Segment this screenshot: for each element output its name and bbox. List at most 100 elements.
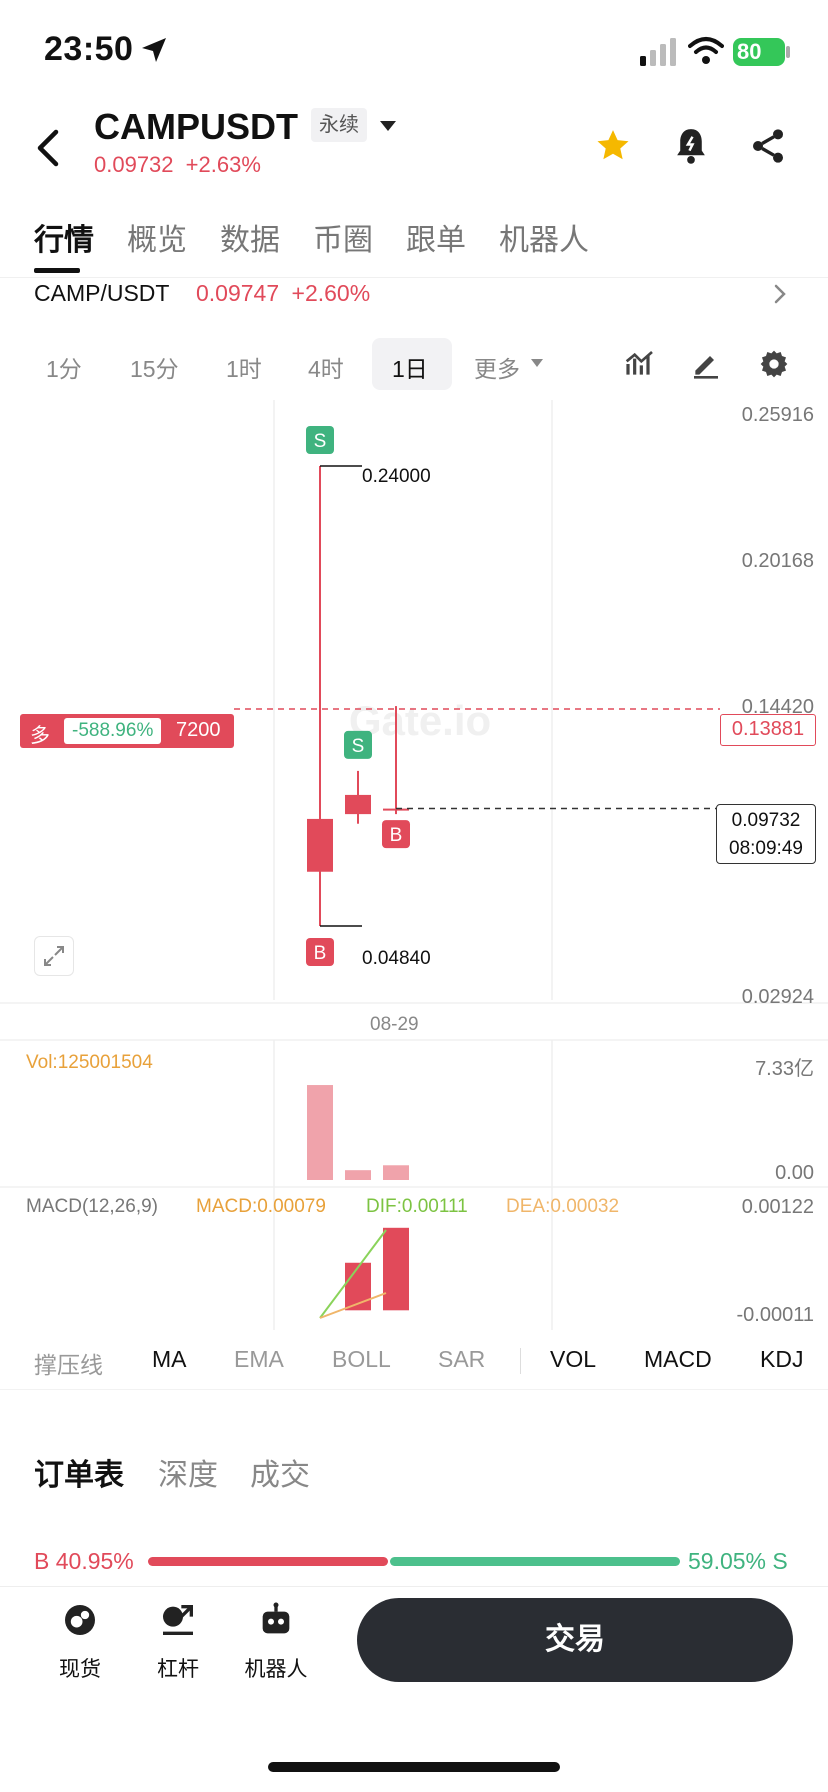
interval-more[interactable]: 更多 [474, 356, 520, 382]
chevron-down-icon[interactable] [378, 118, 398, 134]
kline-chart[interactable]: Gate.io S S B B [0, 400, 828, 1330]
current-price-box [716, 804, 816, 864]
spot-icon [65, 1605, 95, 1635]
indicator-boll[interactable]: BOLL [332, 1346, 391, 1372]
trade-button[interactable]: 交易 [357, 1598, 793, 1682]
tab-depth[interactable]: 深度 [158, 1459, 218, 1492]
settings-gear-icon[interactable] [758, 348, 790, 380]
active-tab-indicator [34, 268, 80, 273]
indicator-support[interactable]: 撑压线 [34, 1352, 103, 1378]
pair-price: 0.09747 +2.60% [196, 280, 370, 307]
battery-level: 80 [733, 38, 785, 66]
high-price-label: 0.24000 [362, 466, 431, 487]
macd-params: MACD(12,26,9) [26, 1196, 158, 1217]
more-caret-icon [531, 359, 543, 367]
pair-price-change: +2.60% [291, 280, 371, 306]
indicator-bar [0, 1330, 828, 1390]
candle-body [383, 808, 409, 811]
nav-bot[interactable]: 机器人 [236, 1600, 316, 1683]
pair-price-value: 0.09747 [196, 280, 280, 306]
main-tabs: 行情 概览 数据 币圈 跟单 机器人 [0, 215, 828, 275]
candle-body [307, 818, 333, 872]
interval-1d[interactable]: 1日 [392, 356, 428, 382]
y-axis-label: 0.20168 [741, 550, 814, 572]
indicator-kdj[interactable]: KDJ [760, 1346, 804, 1372]
indicator-sar[interactable]: SAR [438, 1346, 486, 1372]
sell-ratio: 59.05% S [688, 1548, 788, 1574]
dea-value: DEA:0.00032 [506, 1196, 620, 1217]
buy-ratio-bar [148, 1557, 388, 1566]
back-arrow-icon[interactable] [34, 128, 62, 168]
header-price-change: +2.63% [185, 152, 261, 177]
indicator-divider [520, 1348, 521, 1374]
draw-pencil-icon[interactable] [690, 348, 722, 380]
nav-leverage[interactable]: 杠杆 [138, 1600, 218, 1683]
star-icon[interactable] [594, 127, 632, 165]
tab-community[interactable]: 币圈 [313, 224, 373, 257]
trade-marker [382, 820, 410, 849]
chevron-right-icon[interactable] [772, 282, 788, 306]
tab-overview[interactable]: 概览 [127, 224, 187, 257]
interval-4h[interactable]: 4时 [308, 356, 344, 382]
battery-tip [786, 46, 790, 58]
robot-icon [262, 1602, 290, 1634]
interval-15m[interactable]: 15分 [130, 356, 179, 382]
vol-min-label: 0.00 [775, 1162, 814, 1184]
pair-name: CAMP/USDT [34, 280, 170, 306]
vol-max-label: 7.33亿 [755, 1058, 814, 1080]
volume-bar [307, 1085, 333, 1180]
position-side: 多 [30, 725, 50, 747]
symbol-title[interactable]: CAMPUSDT [94, 106, 298, 147]
y-axis-label: 0.14420 [741, 696, 814, 718]
y-axis-label: 0.02924 [741, 986, 814, 1008]
expand-icon [44, 946, 64, 966]
pair-row[interactable] [0, 277, 828, 323]
entry-price-tag: 0.13881 [720, 714, 816, 746]
home-indicator [268, 1762, 560, 1772]
indicator-macd[interactable]: MACD [644, 1346, 712, 1372]
macd-hist-bar [345, 1262, 371, 1311]
dea-line [319, 1292, 387, 1319]
trade-marker [306, 938, 334, 966]
fullscreen-button[interactable] [34, 936, 74, 976]
dif-value: DIF:0.00111 [366, 1196, 468, 1217]
trade-marker-label: B [314, 943, 327, 964]
tab-bot[interactable]: 机器人 [499, 224, 589, 257]
tab-copytrade[interactable]: 跟单 [406, 224, 466, 257]
indicator-ema[interactable]: EMA [234, 1346, 284, 1372]
tab-data[interactable]: 数据 [220, 224, 280, 257]
macd-hist-bar [383, 1227, 409, 1311]
share-icon[interactable] [748, 126, 788, 166]
dif-line [319, 1229, 387, 1319]
y-axis-label: 0.25916 [741, 404, 814, 426]
nav-leverage-label: 杠杆 [157, 1658, 199, 1681]
volume-bar [345, 1170, 371, 1180]
x-axis-date: 08-29 [370, 1014, 419, 1035]
interval-1h[interactable]: 1时 [226, 356, 262, 382]
header-price-value: 0.09732 [94, 152, 174, 177]
active-interval-bg [372, 338, 452, 390]
nav-spot[interactable]: 现货 [40, 1600, 120, 1683]
position-pnl: -588.96% [64, 718, 162, 744]
candle-countdown: 08:09:49 [729, 838, 803, 859]
indicator-ma[interactable]: MA [152, 1346, 187, 1372]
location-arrow-icon [142, 38, 166, 62]
candle-body [345, 794, 371, 815]
indicator-chart-icon[interactable] [624, 348, 656, 380]
tab-market[interactable]: 行情 [34, 224, 94, 257]
macd-min-label: -0.00011 [736, 1304, 814, 1326]
trade-marker [306, 426, 334, 454]
macd-value: MACD:0.00079 [196, 1196, 326, 1217]
tab-trades[interactable]: 成交 [250, 1459, 310, 1492]
volume-bar [383, 1165, 409, 1180]
chart-grid [0, 400, 828, 1330]
vol-label: Vol:125001504 [26, 1052, 153, 1073]
indicator-vol[interactable]: VOL [550, 1346, 597, 1372]
tab-orderbook[interactable]: 订单表 [34, 1459, 124, 1492]
status-time: 23:50 [44, 30, 134, 68]
wifi-icon [688, 37, 724, 64]
macd-max-label: 0.00122 [741, 1196, 814, 1218]
bell-icon[interactable] [672, 126, 710, 166]
interval-1m[interactable]: 1分 [46, 356, 82, 382]
